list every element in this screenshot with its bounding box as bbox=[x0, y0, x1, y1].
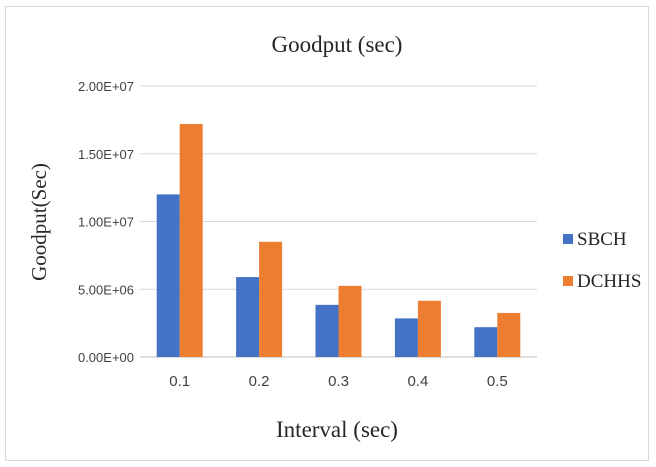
bar-sbch-0.1 bbox=[156, 194, 180, 357]
x-axis-title: Interval (sec) bbox=[276, 417, 398, 442]
legend-label-sbch: SBCH bbox=[577, 229, 627, 250]
y-tick-label: 1.00E+07 bbox=[78, 215, 134, 230]
chart-frame bbox=[5, 6, 649, 461]
chart-title: Goodput (sec) bbox=[272, 32, 403, 57]
legend-label-dchhs: DCHHS bbox=[577, 271, 641, 292]
y-tick-label: 2.00E+07 bbox=[78, 79, 134, 94]
bar-dchhs-0.1 bbox=[179, 123, 203, 357]
bar-dchhs-0.3 bbox=[338, 285, 362, 357]
y-tick-label: 1.50E+07 bbox=[78, 147, 134, 162]
y-tick-label: 5.00E+06 bbox=[78, 282, 134, 297]
bar-sbch-0.5 bbox=[474, 327, 498, 357]
x-tick-label: 0.1 bbox=[169, 373, 190, 390]
x-tick-labels: 0.1 0.2 0.3 0.4 0.5 bbox=[169, 373, 507, 390]
x-tick-label: 0.4 bbox=[407, 373, 428, 390]
x-tick-label: 0.2 bbox=[249, 373, 270, 390]
x-tick-label: 0.5 bbox=[487, 373, 508, 390]
bar-sbch-0.4 bbox=[394, 318, 418, 357]
bar-sbch-0.3 bbox=[315, 304, 339, 357]
bars bbox=[156, 123, 521, 357]
y-tick-label: 0.00E+00 bbox=[78, 350, 134, 365]
x-tick-label: 0.3 bbox=[328, 373, 349, 390]
y-axis-title: Goodput(Sec) bbox=[27, 163, 51, 281]
y-tick-labels: 0.00E+00 5.00E+06 1.00E+07 1.50E+07 2.00E+07 bbox=[78, 79, 134, 365]
bar-dchhs-0.5 bbox=[497, 312, 521, 357]
legend: SBCH DCHHS bbox=[563, 229, 641, 292]
bar-dchhs-0.4 bbox=[417, 300, 441, 357]
legend-swatch-dchhs bbox=[563, 276, 573, 286]
legend-swatch-sbch bbox=[563, 234, 573, 244]
bar-sbch-0.2 bbox=[236, 277, 260, 357]
bar-dchhs-0.2 bbox=[259, 241, 283, 357]
